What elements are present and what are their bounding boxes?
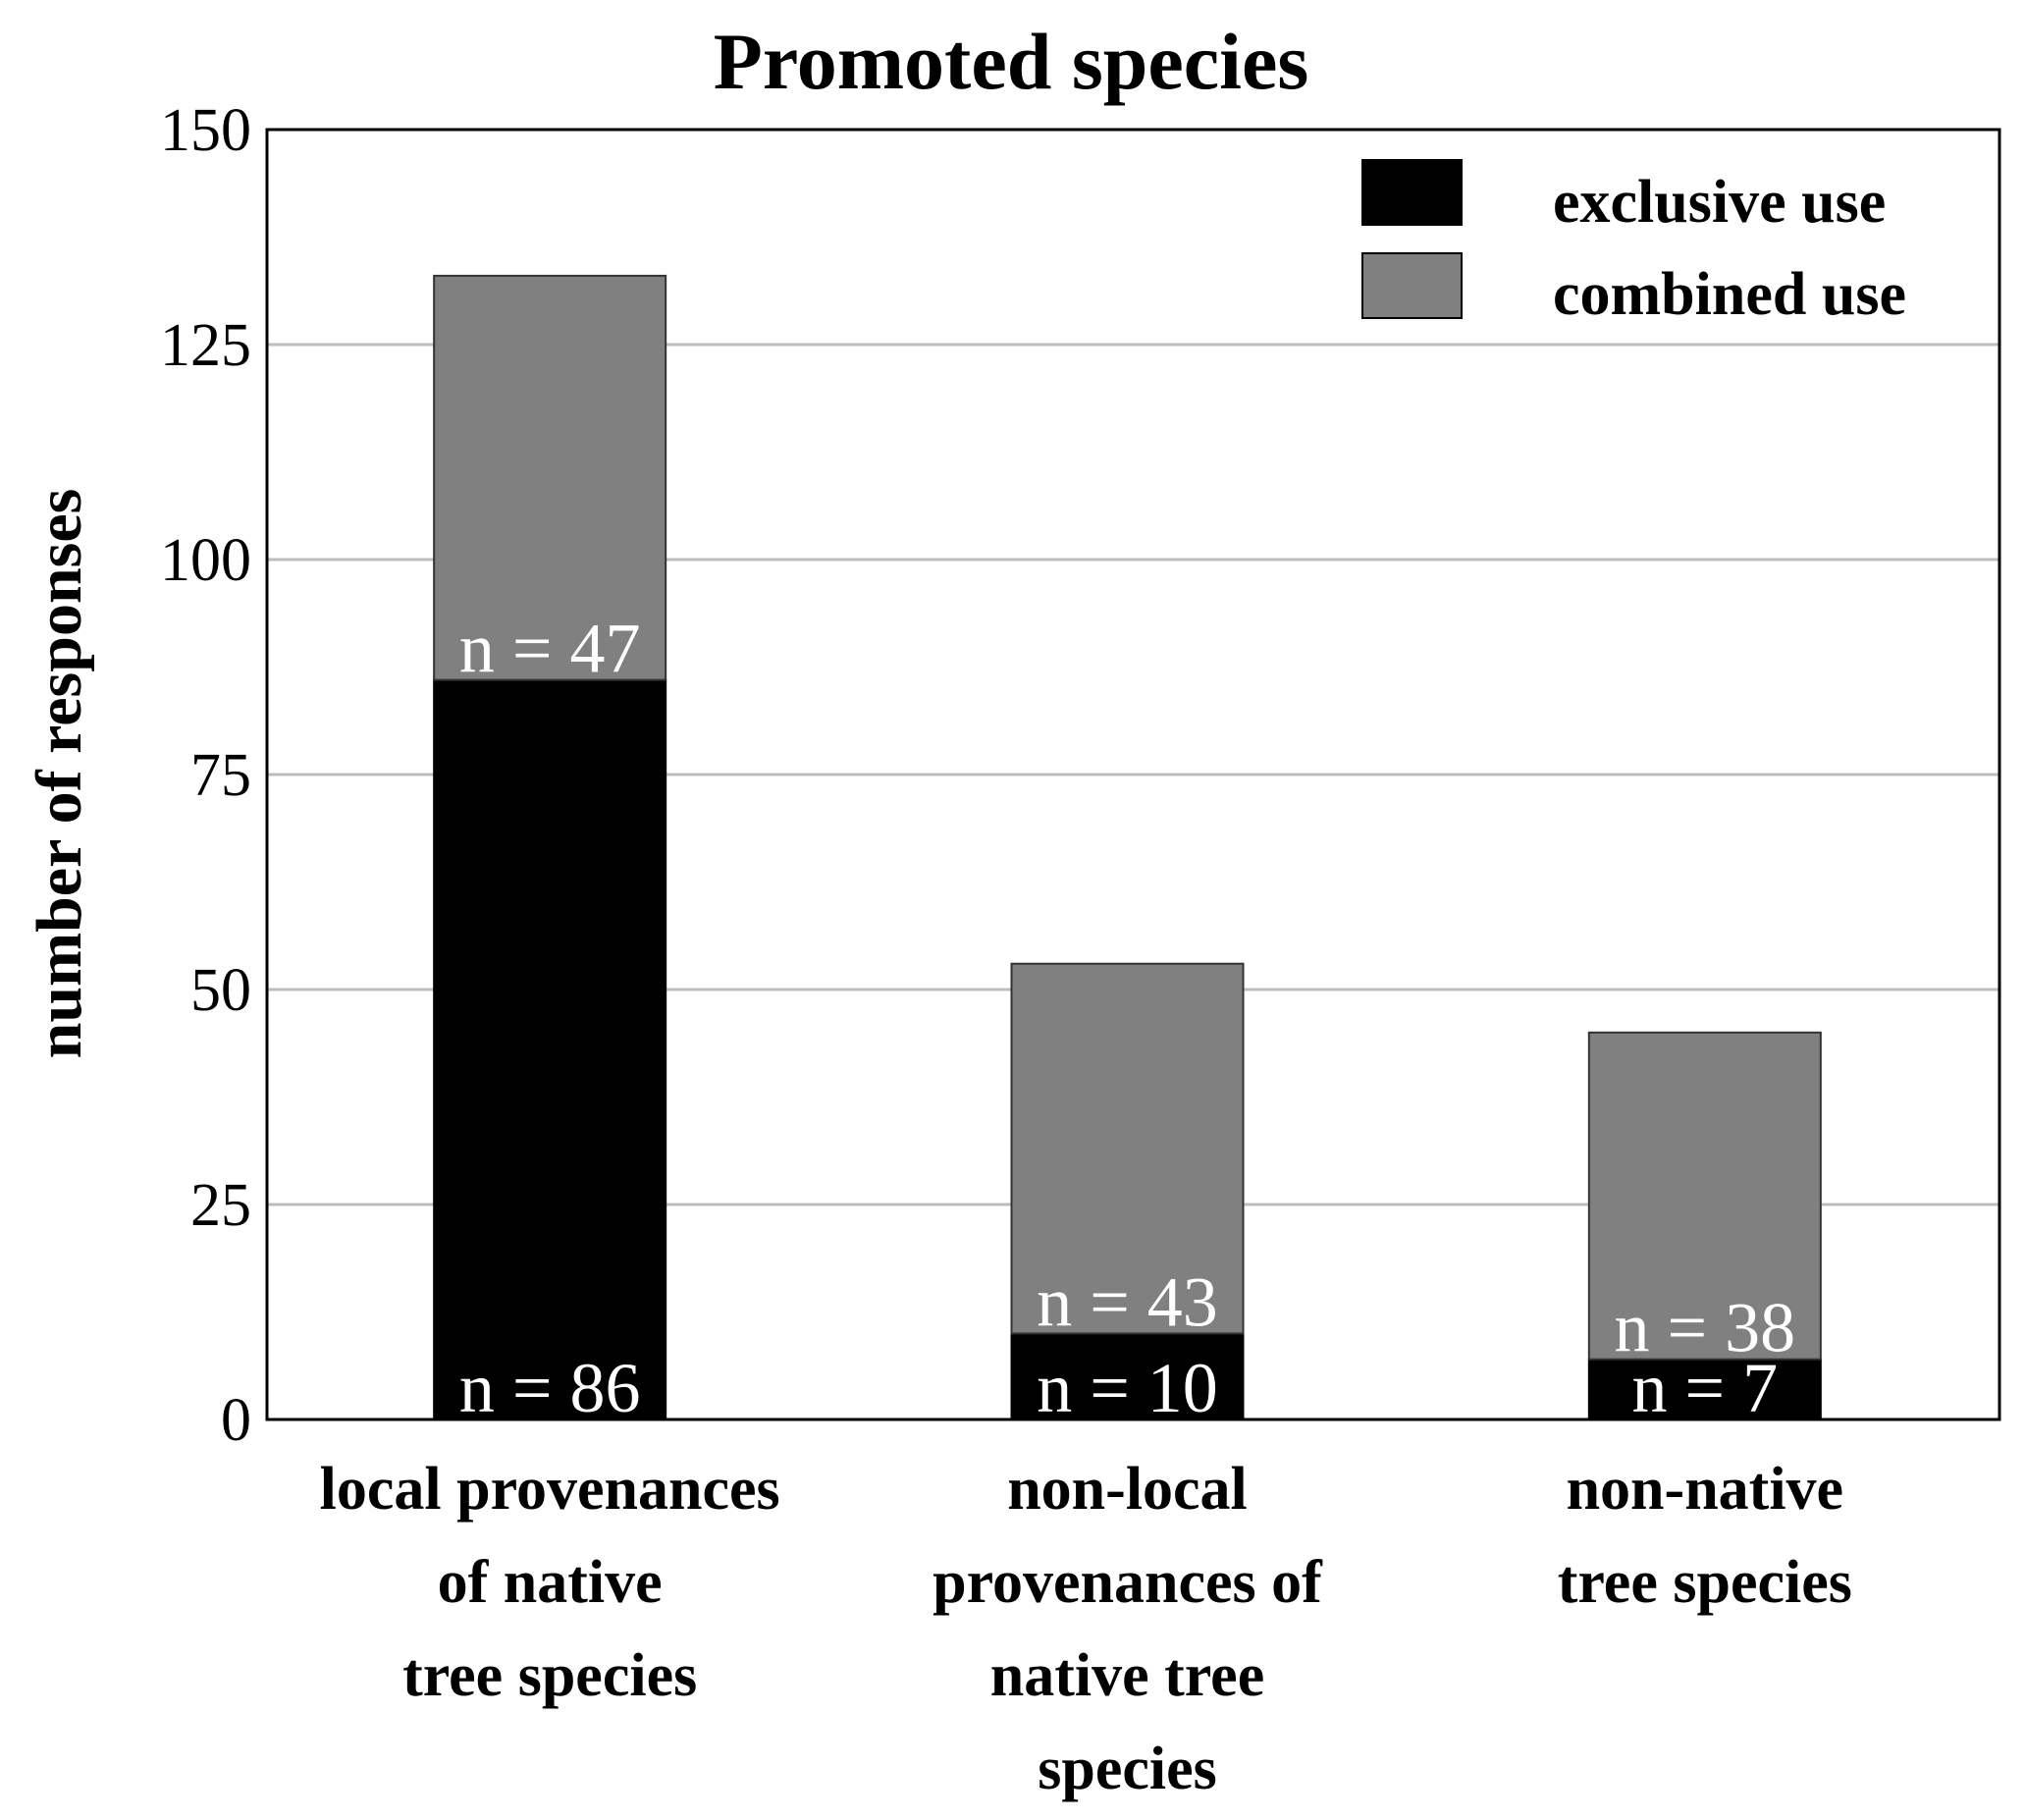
y-axis-ticks: 0 25 50 75 100 125 150 [160, 97, 251, 1454]
category-label: native tree [990, 1642, 1264, 1709]
y-tick-label: 100 [160, 527, 251, 594]
data-label: n = 38 [1615, 1289, 1796, 1367]
y-tick-label: 25 [190, 1172, 251, 1239]
category-label: species [1038, 1736, 1217, 1802]
y-tick-label: 125 [160, 312, 251, 379]
data-label: n = 43 [1037, 1262, 1218, 1341]
y-tick-label: 75 [190, 742, 251, 809]
category-label: provenances of [933, 1549, 1323, 1616]
chart-title: Promoted species [714, 17, 1309, 106]
bar-combined-use [1587, 1031, 1822, 1361]
y-tick-label: 0 [221, 1387, 251, 1454]
category-label: local provenances [320, 1456, 780, 1523]
legend: exclusive use combined use [1361, 159, 1906, 328]
bar-combined-use [1010, 962, 1245, 1335]
data-label: n = 7 [1632, 1349, 1779, 1427]
category-label: non-native [1567, 1456, 1843, 1523]
y-axis-label: number of responses [24, 489, 95, 1059]
plot-frame [265, 128, 2001, 1421]
category-label: non-local [1007, 1456, 1248, 1523]
bar-exclusive-use [433, 678, 667, 1420]
legend-label-exclusive-use: exclusive use [1553, 169, 1886, 236]
category-label: tree species [402, 1642, 697, 1709]
data-label: n = 10 [1037, 1349, 1218, 1427]
legend-swatch-combined-use [1361, 252, 1463, 319]
category-label: of native [438, 1549, 663, 1616]
data-labels: n = 86 n = 47 n = 10 n = 43 n = 7n = 38 [459, 610, 1795, 1427]
y-tick-label: 50 [190, 957, 251, 1024]
data-label: n = 86 [459, 1349, 641, 1427]
y-tick-label: 150 [160, 97, 251, 164]
legend-swatch-exclusive-use [1361, 159, 1463, 226]
x-axis-categories: local provenances of native tree species no… [320, 1456, 1852, 1802]
bar-combined-use [433, 274, 667, 681]
bars [433, 274, 1822, 1421]
legend-label-combined-use: combined use [1553, 261, 1906, 328]
category-label: tree species [1558, 1549, 1852, 1616]
data-label: n = 47 [459, 610, 641, 688]
